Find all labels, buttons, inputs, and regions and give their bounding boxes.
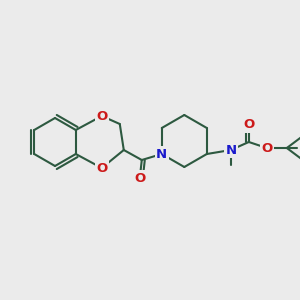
Text: O: O xyxy=(243,118,254,131)
Text: O: O xyxy=(96,110,107,122)
Text: N: N xyxy=(156,148,167,160)
Text: O: O xyxy=(261,142,272,154)
Text: O: O xyxy=(96,161,107,175)
Text: O: O xyxy=(134,172,146,184)
Text: N: N xyxy=(225,143,236,157)
